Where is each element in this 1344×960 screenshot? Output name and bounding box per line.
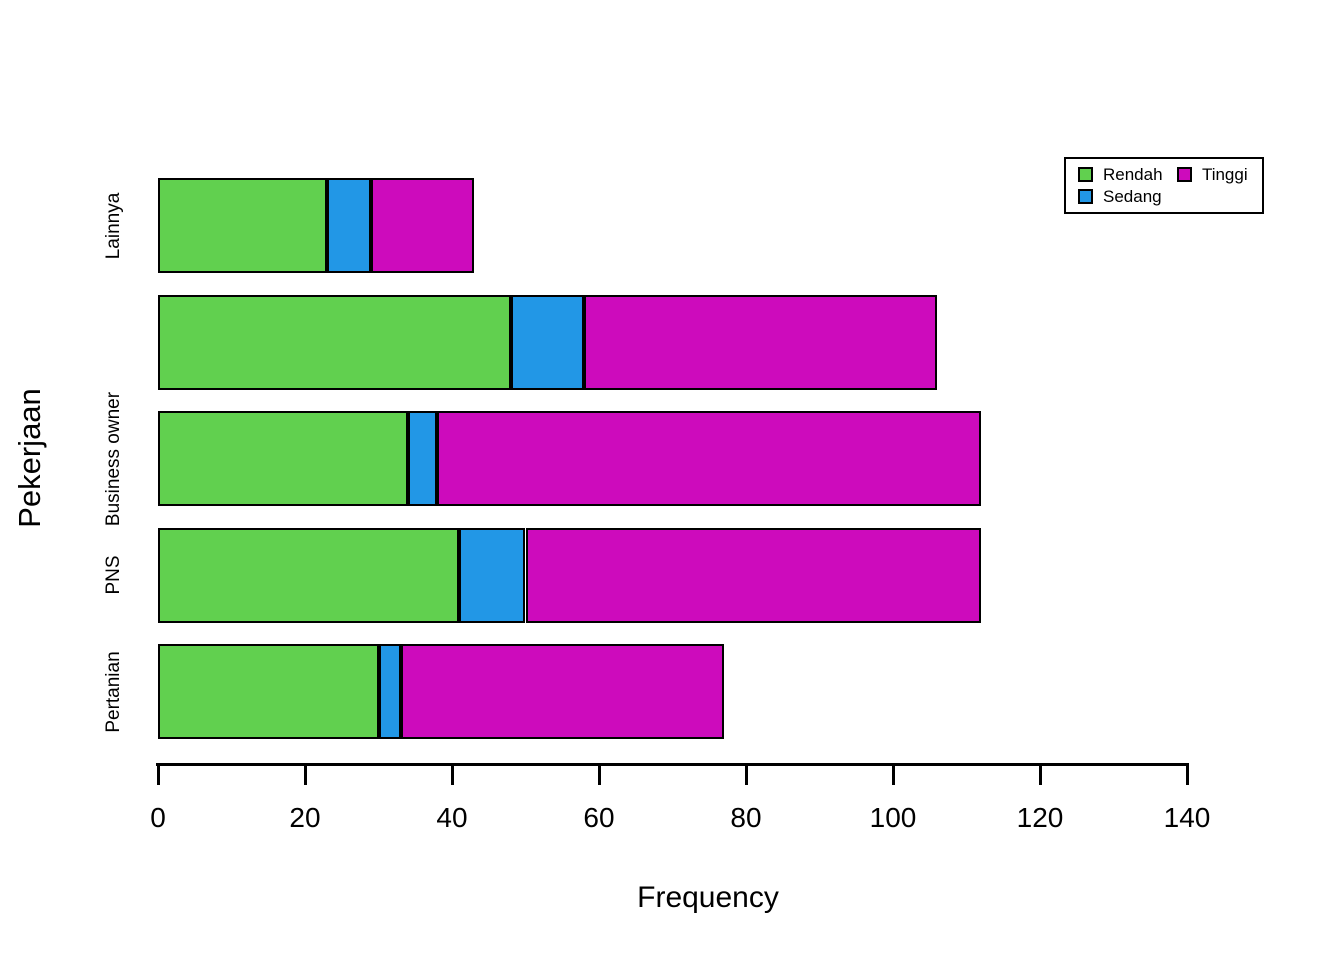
bar-segment-tinggi (437, 411, 982, 506)
x-tick-label: 140 (1163, 802, 1211, 833)
x-tick-label: 0 (150, 802, 166, 833)
bar-segment-rendah (158, 178, 328, 273)
legend-label: Rendah (1103, 164, 1163, 184)
legend-label: Tinggi (1201, 164, 1248, 184)
x-axis-tick (597, 763, 601, 785)
bar-segment-sedang (459, 527, 526, 623)
bar-segment-sedang (510, 294, 585, 390)
legend-swatch-icon (1078, 189, 1093, 204)
x-tick-label: 40 (436, 802, 468, 833)
x-axis-tick (744, 763, 748, 785)
bar-segment-sedang (407, 411, 438, 506)
x-axis-title: Frequency (637, 881, 779, 914)
category-label: Lainnya (103, 192, 124, 259)
bar-segment-sedang (378, 644, 401, 739)
legend-label: Sedang (1103, 186, 1162, 206)
bar-segment-tinggi (525, 527, 982, 623)
x-axis-tick (303, 763, 307, 785)
bar-segment-tinggi (584, 294, 938, 390)
x-tick-label: 20 (289, 802, 321, 833)
x-tick-label: 80 (730, 802, 762, 833)
legend-swatch-icon (1078, 167, 1093, 182)
legend-item-tinggi: Tinggi (1176, 164, 1256, 185)
legend-item-rendah: Rendah (1078, 165, 1171, 185)
x-tick-label: 100 (869, 802, 917, 833)
x-axis-tick (450, 763, 454, 785)
y-axis-title: Pekerjaan (12, 388, 47, 528)
x-tick-label: 60 (583, 802, 615, 833)
bar-segment-tinggi (400, 644, 724, 739)
legend-item-sedang: Sedang (1078, 187, 1171, 207)
x-axis-tick (1185, 763, 1189, 785)
legend-swatch-icon (1176, 167, 1192, 182)
bar-segment-sedang (327, 178, 372, 273)
bar-segment-tinggi (371, 178, 475, 273)
bar-segment-rendah (158, 644, 379, 739)
x-axis-tick (891, 763, 895, 785)
bar-segment-rendah (158, 527, 460, 623)
category-label: Pertanian (103, 650, 124, 733)
bar-segment-rendah (158, 294, 511, 390)
bar-segment-rendah (158, 411, 408, 506)
legend: Rendah Sedang Tinggi (1064, 157, 1264, 214)
category-label: PNS (103, 555, 124, 595)
x-axis-tick (1038, 763, 1042, 785)
x-tick-label: 120 (1016, 802, 1064, 833)
x-axis-tick (156, 763, 160, 785)
x-axis-line (156, 763, 1189, 766)
category-label: Business owner (103, 391, 124, 526)
